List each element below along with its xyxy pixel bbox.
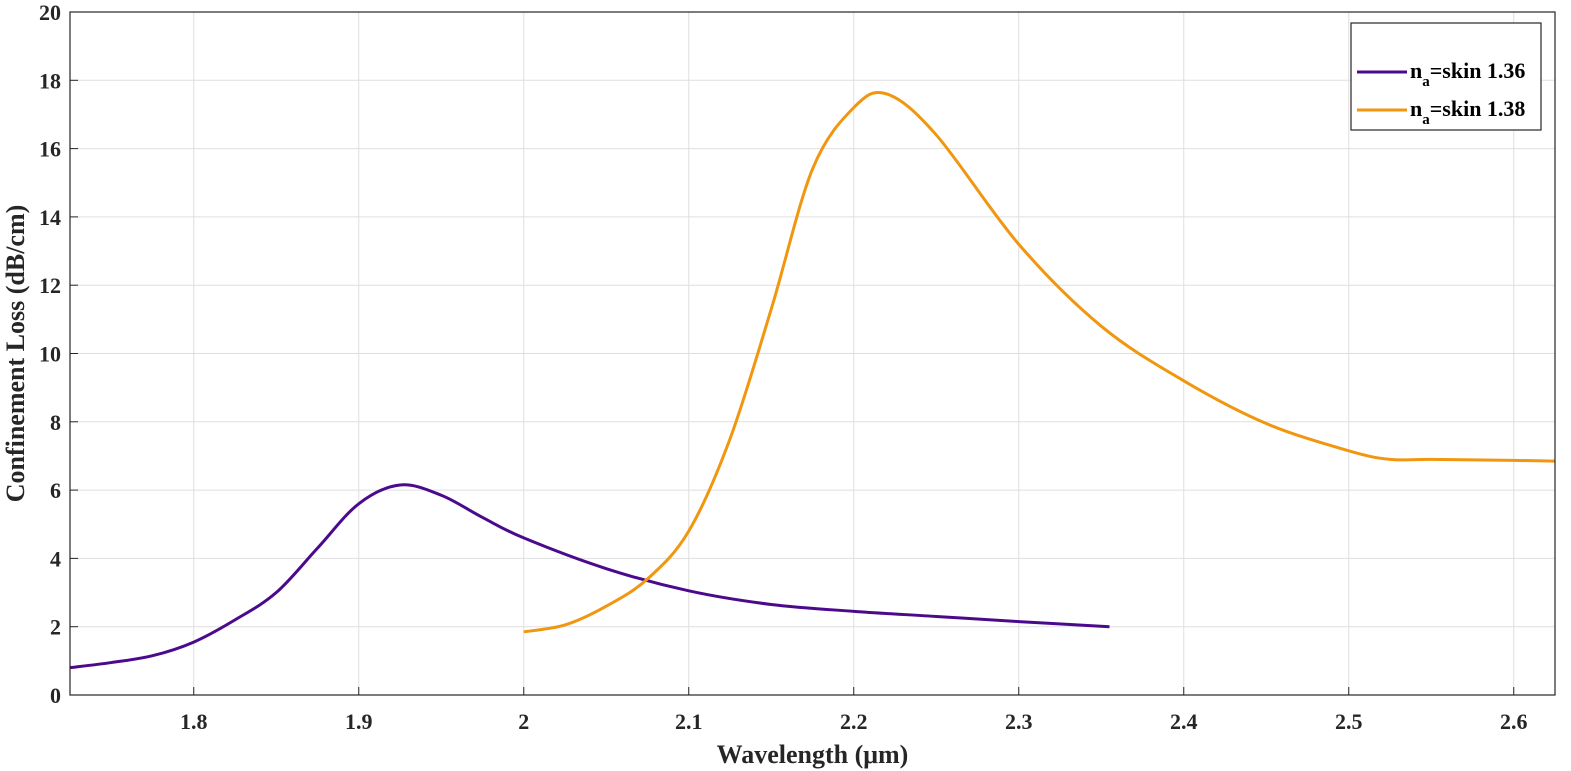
legend-box xyxy=(1350,22,1542,131)
x-tick-label: 2.2 xyxy=(840,709,868,734)
y-tick-label: 14 xyxy=(39,205,61,230)
y-tick-label: 8 xyxy=(50,410,61,435)
legend: na=skin 1.36 na=skin 1.38 xyxy=(1350,22,1542,131)
legend-label: na=skin 1.36 xyxy=(1410,58,1525,90)
x-tick-label: 2.6 xyxy=(1500,709,1528,734)
y-tick-label: 20 xyxy=(39,0,61,25)
y-axis-title: Confinement Loss (dB/cm) xyxy=(1,205,30,503)
x-tick-label: 2.5 xyxy=(1335,709,1363,734)
y-axis-ticks: 0 2 4 6 8 10 12 14 16 18 20 xyxy=(39,0,78,708)
y-tick-label: 16 xyxy=(39,137,61,162)
series-line-1 xyxy=(69,483,1110,670)
x-tick-label: 1.8 xyxy=(180,709,208,734)
x-tick-label: 2.3 xyxy=(1005,709,1033,734)
x-tick-label: 2.1 xyxy=(675,709,703,734)
x-axis-ticks: 1.8 1.9 2 2.1 2.2 2.3 2.4 2.5 2.6 xyxy=(180,687,1528,734)
x-axis-title: Wavelength (μm) xyxy=(717,740,909,769)
plot-series xyxy=(69,90,1556,670)
x-tick-label: 2 xyxy=(518,709,529,734)
y-tick-label: 10 xyxy=(39,342,61,367)
y-tick-label: 2 xyxy=(50,615,61,640)
grid-lines xyxy=(70,11,1555,696)
y-tick-label: 12 xyxy=(39,273,61,298)
x-tick-label: 2.4 xyxy=(1170,709,1198,734)
y-tick-label: 6 xyxy=(50,478,61,503)
y-tick-label: 4 xyxy=(50,546,61,571)
y-tick-label: 0 xyxy=(50,683,61,708)
series-line-2 xyxy=(523,90,1556,634)
x-tick-label: 1.9 xyxy=(345,709,373,734)
legend-label: na=skin 1.38 xyxy=(1410,96,1525,128)
y-tick-label: 18 xyxy=(39,68,61,93)
